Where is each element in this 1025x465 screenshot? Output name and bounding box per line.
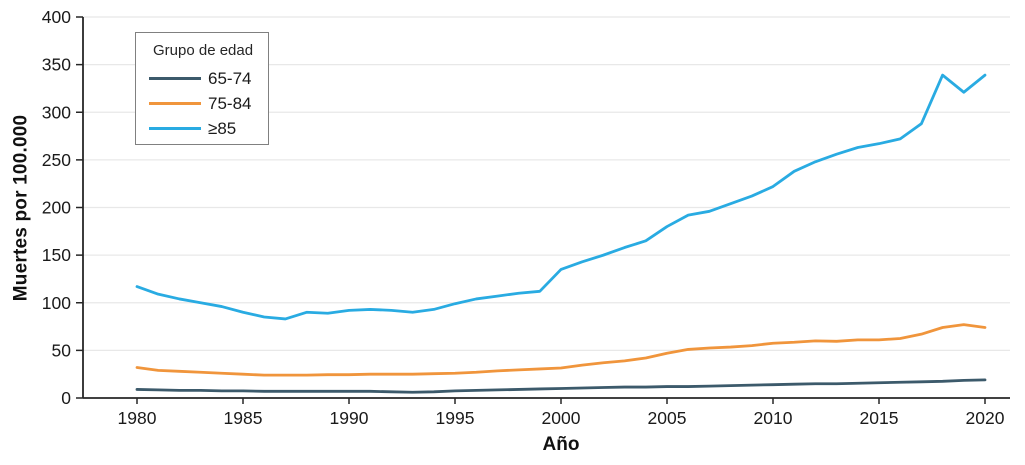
- legend-item-65-74: 65-74: [149, 66, 262, 91]
- series-line-6574: [135, 378, 987, 394]
- x-tick-label: 2010: [754, 408, 793, 428]
- y-tick-label: 150: [42, 245, 71, 265]
- y-tick-label: 100: [42, 293, 71, 313]
- x-tick-label: 2015: [860, 408, 899, 428]
- x-axis-title: Año: [542, 434, 580, 455]
- y-tick-label: 0: [61, 388, 71, 408]
- x-tick-label: 1980: [118, 408, 157, 428]
- series-line-85: [135, 73, 987, 321]
- x-tick-label: 1985: [224, 408, 263, 428]
- legend-label-65-74: 65-74: [208, 68, 252, 88]
- legend-item-85plus: ≥85: [149, 116, 262, 141]
- x-tick-label: 1995: [436, 408, 475, 428]
- legend-swatch-65-74: [149, 77, 201, 80]
- series-line-7584: [135, 323, 987, 377]
- x-tick-label: 2020: [966, 408, 1005, 428]
- y-tick-label: 250: [42, 150, 71, 170]
- legend-label-85plus: ≥85: [208, 118, 237, 138]
- y-tick-label: 300: [42, 102, 71, 122]
- x-tick-label: 1990: [330, 408, 369, 428]
- x-tick-label: 2005: [648, 408, 687, 428]
- legend-swatch-85plus: [149, 127, 201, 130]
- legend-item-75-84: 75-84: [149, 91, 262, 116]
- legend: Grupo de edad 65-74 75-84 ≥85: [135, 32, 269, 145]
- y-tick-label: 350: [42, 55, 71, 75]
- y-tick-label: 50: [52, 340, 72, 360]
- y-tick-label: 200: [42, 198, 71, 218]
- legend-label-75-84: 75-84: [208, 93, 252, 113]
- legend-title: Grupo de edad: [153, 42, 254, 59]
- legend-swatch-75-84: [149, 102, 201, 105]
- x-tick-label: 2000: [542, 408, 581, 428]
- y-tick-label: 400: [42, 7, 71, 27]
